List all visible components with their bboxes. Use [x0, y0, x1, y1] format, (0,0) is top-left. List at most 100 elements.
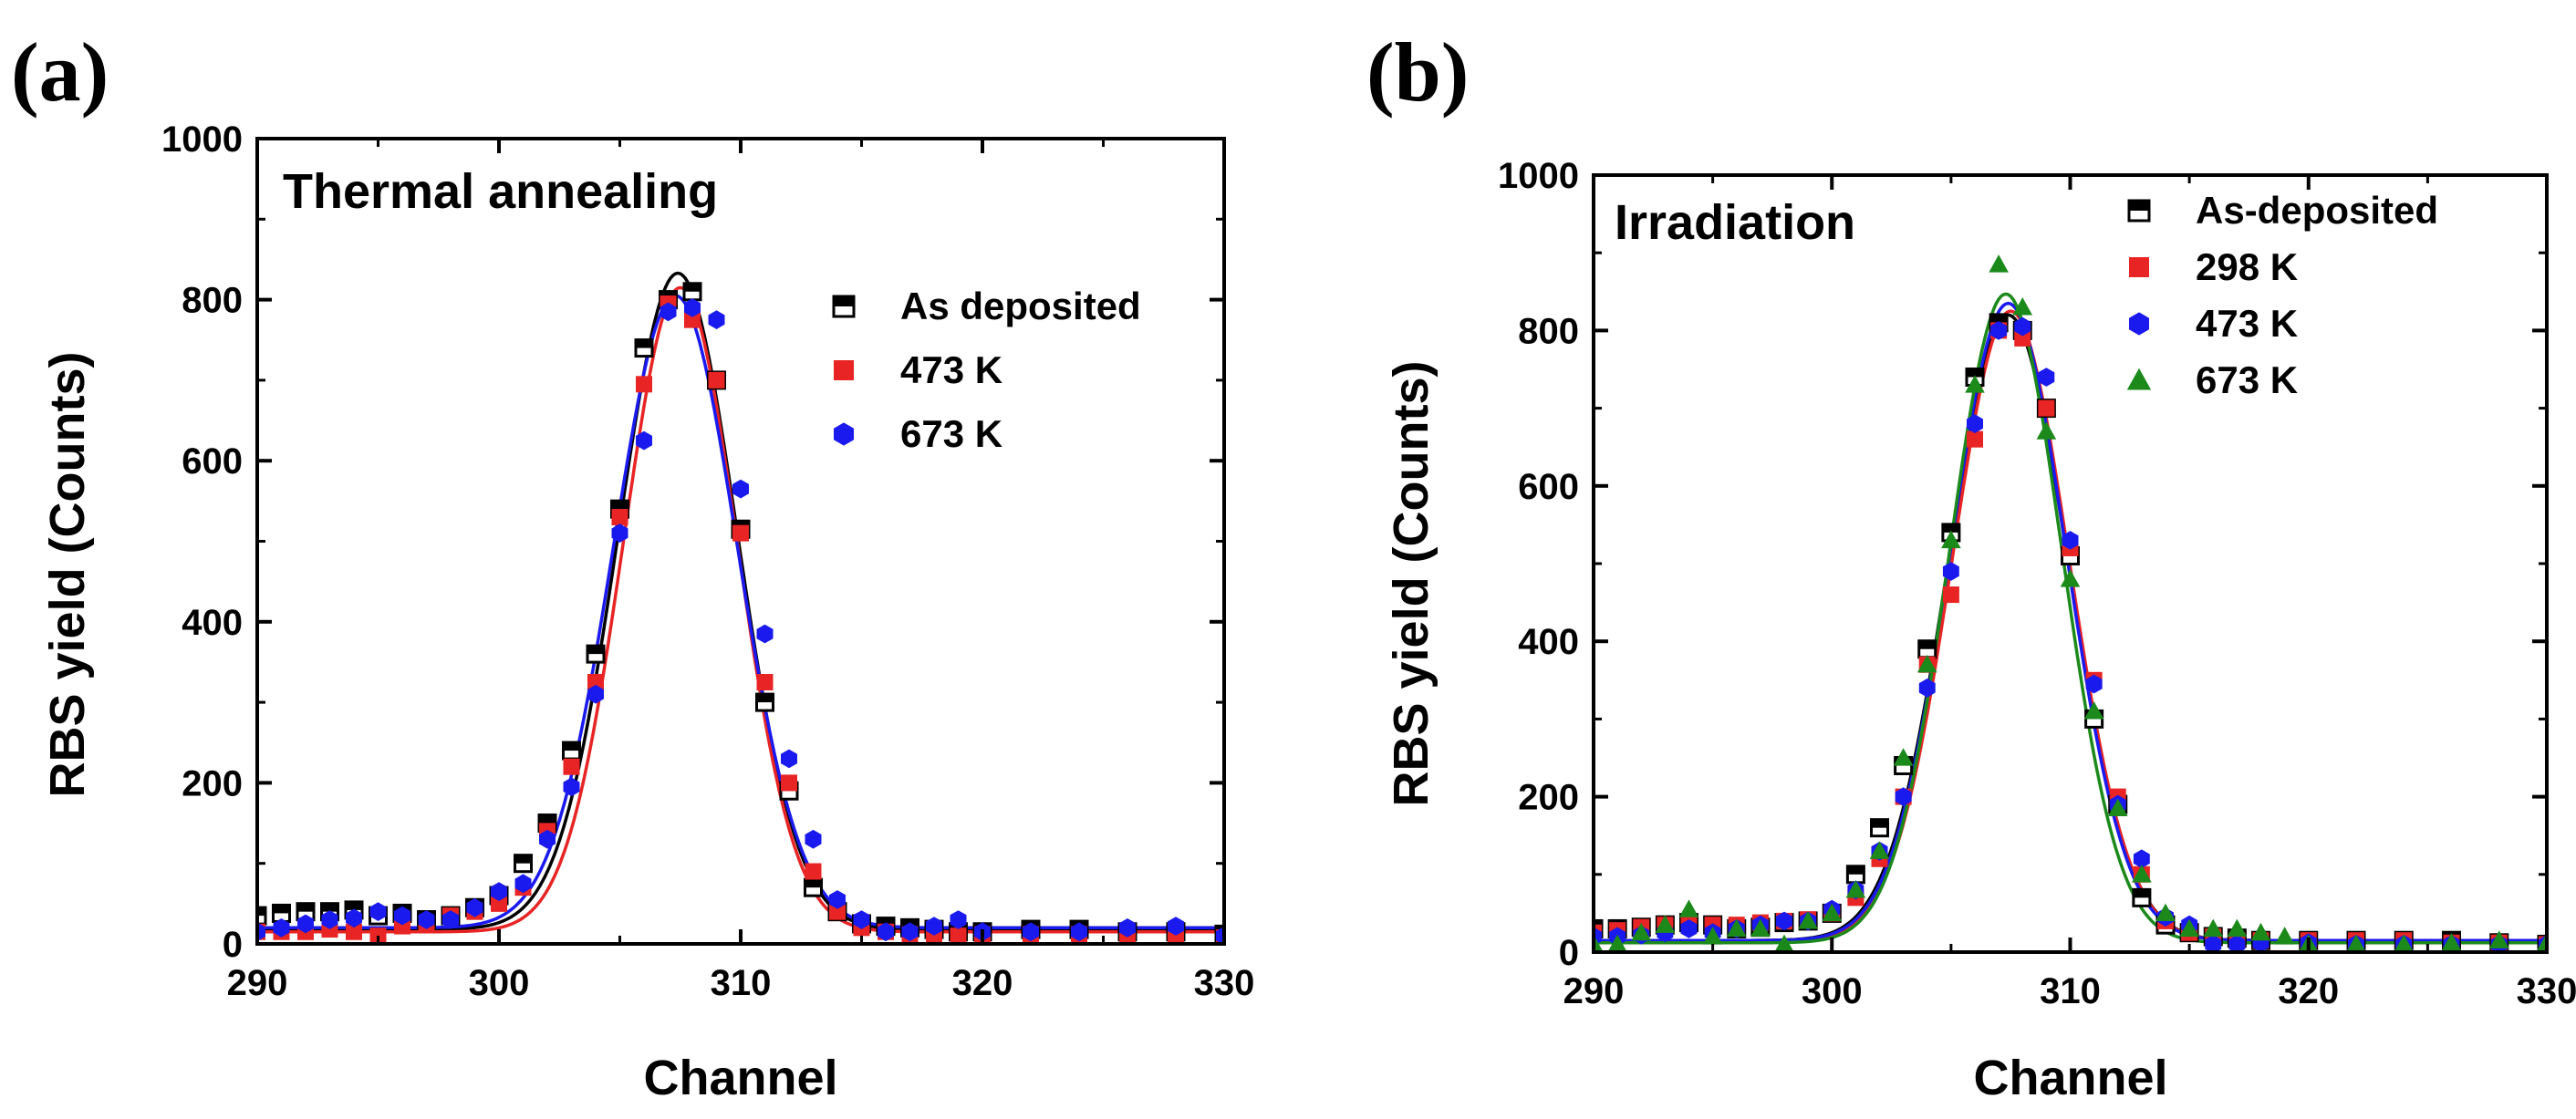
data-point: [1631, 922, 1652, 941]
panel-a-legend: As deposited 473 K 673 K: [832, 285, 1141, 455]
data-point: [1655, 915, 1676, 933]
data-point: [1942, 586, 1959, 604]
panel-0-data-area: [257, 271, 1224, 944]
legend-label: As-deposited: [2196, 189, 2438, 232]
y-tick-label: 800: [1518, 311, 1579, 351]
x-tick-label: 330: [1194, 963, 1255, 1003]
data-point: [563, 758, 580, 775]
data-point: [346, 908, 362, 928]
data-point: [442, 910, 459, 929]
data-point: [1774, 934, 1794, 952]
data-point: [1845, 880, 1866, 898]
legend-marker: [832, 295, 856, 318]
data-point: [514, 854, 533, 874]
data-point: [1870, 818, 1889, 838]
data-point: [756, 624, 774, 644]
panel-label-a: (a): [11, 26, 109, 119]
data-point: [1702, 927, 1723, 945]
legend-marker: [834, 360, 854, 380]
data-point: [1893, 748, 1914, 766]
data-point: [1918, 679, 1936, 698]
x-tick-label: 330: [2517, 971, 2576, 1011]
data-point: [755, 692, 774, 712]
y-tick-label: 600: [182, 441, 243, 482]
fit-curve-673-k: [1594, 292, 2547, 945]
data-point: [732, 524, 749, 542]
data-point: [781, 774, 797, 792]
data-point: [805, 829, 822, 849]
data-point: [562, 741, 581, 761]
data-point: [660, 302, 677, 322]
data-point: [1965, 375, 1985, 393]
legend-label: 673 K: [900, 412, 1002, 455]
data-point: [257, 922, 265, 942]
data-point: [781, 749, 797, 769]
data-point: [1941, 530, 1961, 549]
data-point: [514, 874, 532, 894]
data-point: [611, 523, 628, 543]
data-point: [684, 311, 701, 328]
panel-a-plot: 290 300 310 320 330 0 200 400 600 800 1000: [161, 119, 1254, 1003]
data-point: [1942, 562, 1959, 581]
data-point: [805, 863, 822, 880]
data-point: [2085, 674, 2103, 694]
legend-item-as-deposited: As deposited: [832, 285, 1141, 327]
data-point: [1750, 918, 1771, 938]
data-point: [2062, 531, 2079, 550]
data-point: [2228, 935, 2246, 952]
fit-curve-673-k: [257, 294, 1224, 930]
data-point: [1023, 922, 1039, 942]
legend-item-473-k: 473 K: [834, 348, 1002, 391]
data-point: [2107, 798, 2128, 817]
data-point: [950, 927, 967, 944]
data-point: [1678, 899, 1699, 917]
data-point: [491, 882, 507, 901]
series-673-k: [1594, 254, 2547, 952]
legend-item-673-k: 673 K: [834, 412, 1002, 455]
y-tick-label: 600: [1518, 467, 1579, 507]
data-point: [2179, 918, 2199, 938]
series-673-k: [257, 298, 1224, 944]
legend-item-473-k: 473 K: [2129, 302, 2298, 345]
series-298-k: [1594, 322, 2547, 952]
fit-curve-as-deposited: [1594, 313, 2547, 942]
y-tick-label: 400: [1518, 622, 1579, 662]
series-473-k: [1594, 316, 2547, 952]
data-point: [394, 906, 410, 926]
data-point: [1119, 918, 1136, 938]
data-point: [539, 829, 556, 849]
legend-marker: [2126, 368, 2152, 390]
x-tick-label: 300: [1802, 971, 1863, 1011]
y-tick-label: 400: [182, 603, 243, 643]
y-tick-label: 0: [223, 925, 243, 965]
fit-curve-473-k: [257, 285, 1224, 934]
panel-b: (b) Irradiation Channel RBS yield (Count…: [1366, 26, 2576, 1105]
data-point: [708, 310, 725, 329]
x-tick-label: 290: [227, 963, 288, 1003]
data-point: [1822, 903, 1843, 922]
series-473-k: [257, 295, 1224, 944]
panel-b-legend: As-deposited 298 K 473 K 673 K: [2126, 189, 2438, 401]
data-point: [2155, 903, 2176, 922]
x-tick-label: 290: [1563, 971, 1625, 1011]
data-point: [1680, 919, 1698, 938]
data-point: [708, 371, 725, 389]
y-tick-label: 800: [182, 281, 243, 321]
y-tick-label: 1000: [161, 119, 243, 160]
data-point: [563, 777, 580, 797]
legend-marker: [2129, 257, 2149, 277]
data-point: [950, 910, 967, 929]
data-point: [321, 910, 338, 929]
data-point: [2038, 368, 2055, 387]
data-point: [1990, 321, 2008, 340]
data-point: [2394, 934, 2414, 952]
y-tick-label: 200: [1518, 778, 1579, 818]
legend-label: 473 K: [900, 348, 1002, 391]
data-point: [2038, 399, 2055, 417]
data-point: [297, 914, 314, 934]
panel-b-xlabel: Channel: [1973, 1051, 2167, 1105]
panel-1-data-area: [1594, 254, 2547, 952]
panel-a: (a) Thermal annealing Channel RBS yield …: [11, 26, 1254, 1105]
data-point: [804, 877, 823, 897]
data-point: [636, 430, 652, 451]
